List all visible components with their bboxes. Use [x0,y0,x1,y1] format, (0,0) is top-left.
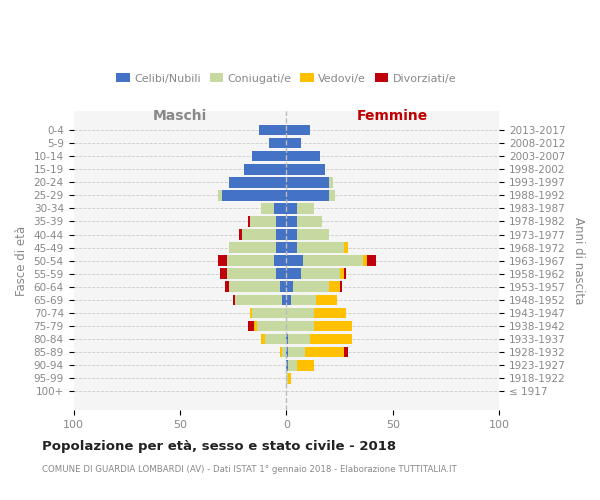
Bar [242,229,275,240]
Bar [329,282,340,292]
Bar [252,151,286,162]
Bar [286,268,301,279]
Bar [329,177,333,188]
Bar [265,334,286,344]
Bar [286,360,289,370]
Bar [340,282,341,292]
Bar [286,373,289,384]
Bar [286,256,304,266]
Bar [261,334,265,344]
Y-axis label: Fasce di età: Fasce di età [15,226,28,296]
Bar [286,216,297,227]
Bar [286,138,301,148]
Bar [297,229,329,240]
Text: Femmine: Femmine [357,110,428,124]
Bar [286,164,325,174]
Bar [316,294,337,305]
Bar [229,242,275,253]
Bar [286,229,297,240]
Bar [227,256,274,266]
Bar [223,190,286,200]
Bar [289,373,290,384]
Bar [344,268,346,279]
Bar [363,256,367,266]
Bar [282,347,286,358]
Bar [304,256,363,266]
Bar [310,334,352,344]
Bar [289,347,305,358]
Bar [297,360,314,370]
Bar [293,282,329,292]
Bar [289,360,297,370]
Bar [340,268,344,279]
Bar [269,138,286,148]
Bar [261,203,274,214]
Bar [248,320,254,332]
Bar [250,308,252,318]
Bar [297,242,344,253]
Bar [275,216,286,227]
Bar [218,256,227,266]
Bar [218,190,223,200]
Bar [248,216,250,227]
Bar [286,124,310,136]
Bar [275,229,286,240]
Bar [224,282,229,292]
Legend: Celibi/Nubili, Coniugati/e, Vedovi/e, Divorziati/e: Celibi/Nubili, Coniugati/e, Vedovi/e, Di… [112,68,461,88]
Bar [235,294,282,305]
Bar [344,347,348,358]
Bar [367,256,376,266]
Bar [286,177,329,188]
Bar [314,320,352,332]
Bar [286,190,329,200]
Bar [297,216,322,227]
Bar [227,268,275,279]
Bar [301,268,340,279]
Bar [329,190,335,200]
Bar [286,320,314,332]
Bar [286,282,293,292]
Bar [286,308,314,318]
Bar [282,294,286,305]
Bar [239,229,242,240]
Bar [220,268,227,279]
Bar [286,242,297,253]
Text: Popolazione per età, sesso e stato civile - 2018: Popolazione per età, sesso e stato civil… [42,440,396,453]
Bar [280,347,282,358]
Bar [274,203,286,214]
Bar [233,294,235,305]
Bar [254,320,257,332]
Bar [286,347,289,358]
Bar [250,216,275,227]
Bar [280,282,286,292]
Bar [286,294,290,305]
Bar [275,242,286,253]
Bar [344,242,348,253]
Text: COMUNE DI GUARDIA LOMBARDI (AV) - Dati ISTAT 1° gennaio 2018 - Elaborazione TUTT: COMUNE DI GUARDIA LOMBARDI (AV) - Dati I… [42,466,457,474]
Bar [314,308,346,318]
Y-axis label: Anni di nascita: Anni di nascita [572,217,585,304]
Bar [274,256,286,266]
Bar [290,294,316,305]
Bar [289,334,310,344]
Bar [229,177,286,188]
Bar [286,334,289,344]
Bar [275,268,286,279]
Bar [305,347,344,358]
Bar [259,124,286,136]
Bar [244,164,286,174]
Bar [257,320,286,332]
Bar [252,308,286,318]
Bar [286,203,297,214]
Bar [297,203,314,214]
Bar [286,151,320,162]
Text: Maschi: Maschi [153,110,207,124]
Bar [229,282,280,292]
